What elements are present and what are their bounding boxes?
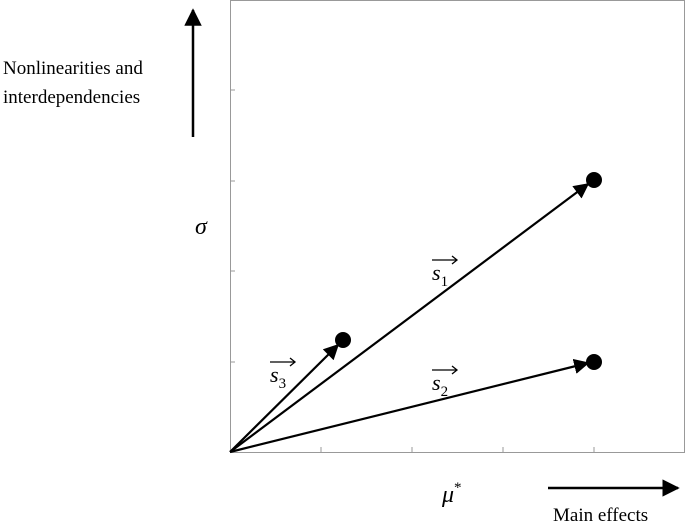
x-symbol: μ* bbox=[441, 480, 462, 508]
vector-overline-head bbox=[289, 357, 297, 367]
vector-overline-head bbox=[451, 255, 459, 265]
y-symbol: σ bbox=[195, 214, 208, 240]
vector-arrow bbox=[229, 343, 340, 453]
vector-point bbox=[586, 354, 602, 370]
vector-letter: s bbox=[432, 370, 441, 395]
vector-subscript: 1 bbox=[441, 274, 449, 290]
vector-label: s3 bbox=[270, 362, 286, 392]
y-caption: Nonlinearities and bbox=[3, 58, 143, 79]
vectors bbox=[229, 183, 590, 454]
vector-label: s2 bbox=[432, 370, 448, 400]
y-caption: interdependencies bbox=[3, 87, 140, 108]
vector-subscript: 2 bbox=[441, 384, 449, 400]
vector-arrow bbox=[229, 183, 590, 453]
vector-letter: s bbox=[432, 260, 441, 285]
x-symbol-letter: μ bbox=[441, 482, 454, 508]
x-caption: Main effects bbox=[553, 505, 648, 526]
vector-point bbox=[586, 172, 602, 188]
x-symbol-superscript: * bbox=[454, 480, 462, 496]
vector-overline-head bbox=[451, 365, 459, 375]
vector-letter: s bbox=[270, 362, 279, 387]
vector-arrow bbox=[229, 358, 590, 454]
ticks bbox=[230, 89, 595, 452]
vector-label: s1 bbox=[432, 260, 448, 290]
vector-subscript: 3 bbox=[279, 376, 287, 392]
vector-point bbox=[335, 332, 351, 348]
